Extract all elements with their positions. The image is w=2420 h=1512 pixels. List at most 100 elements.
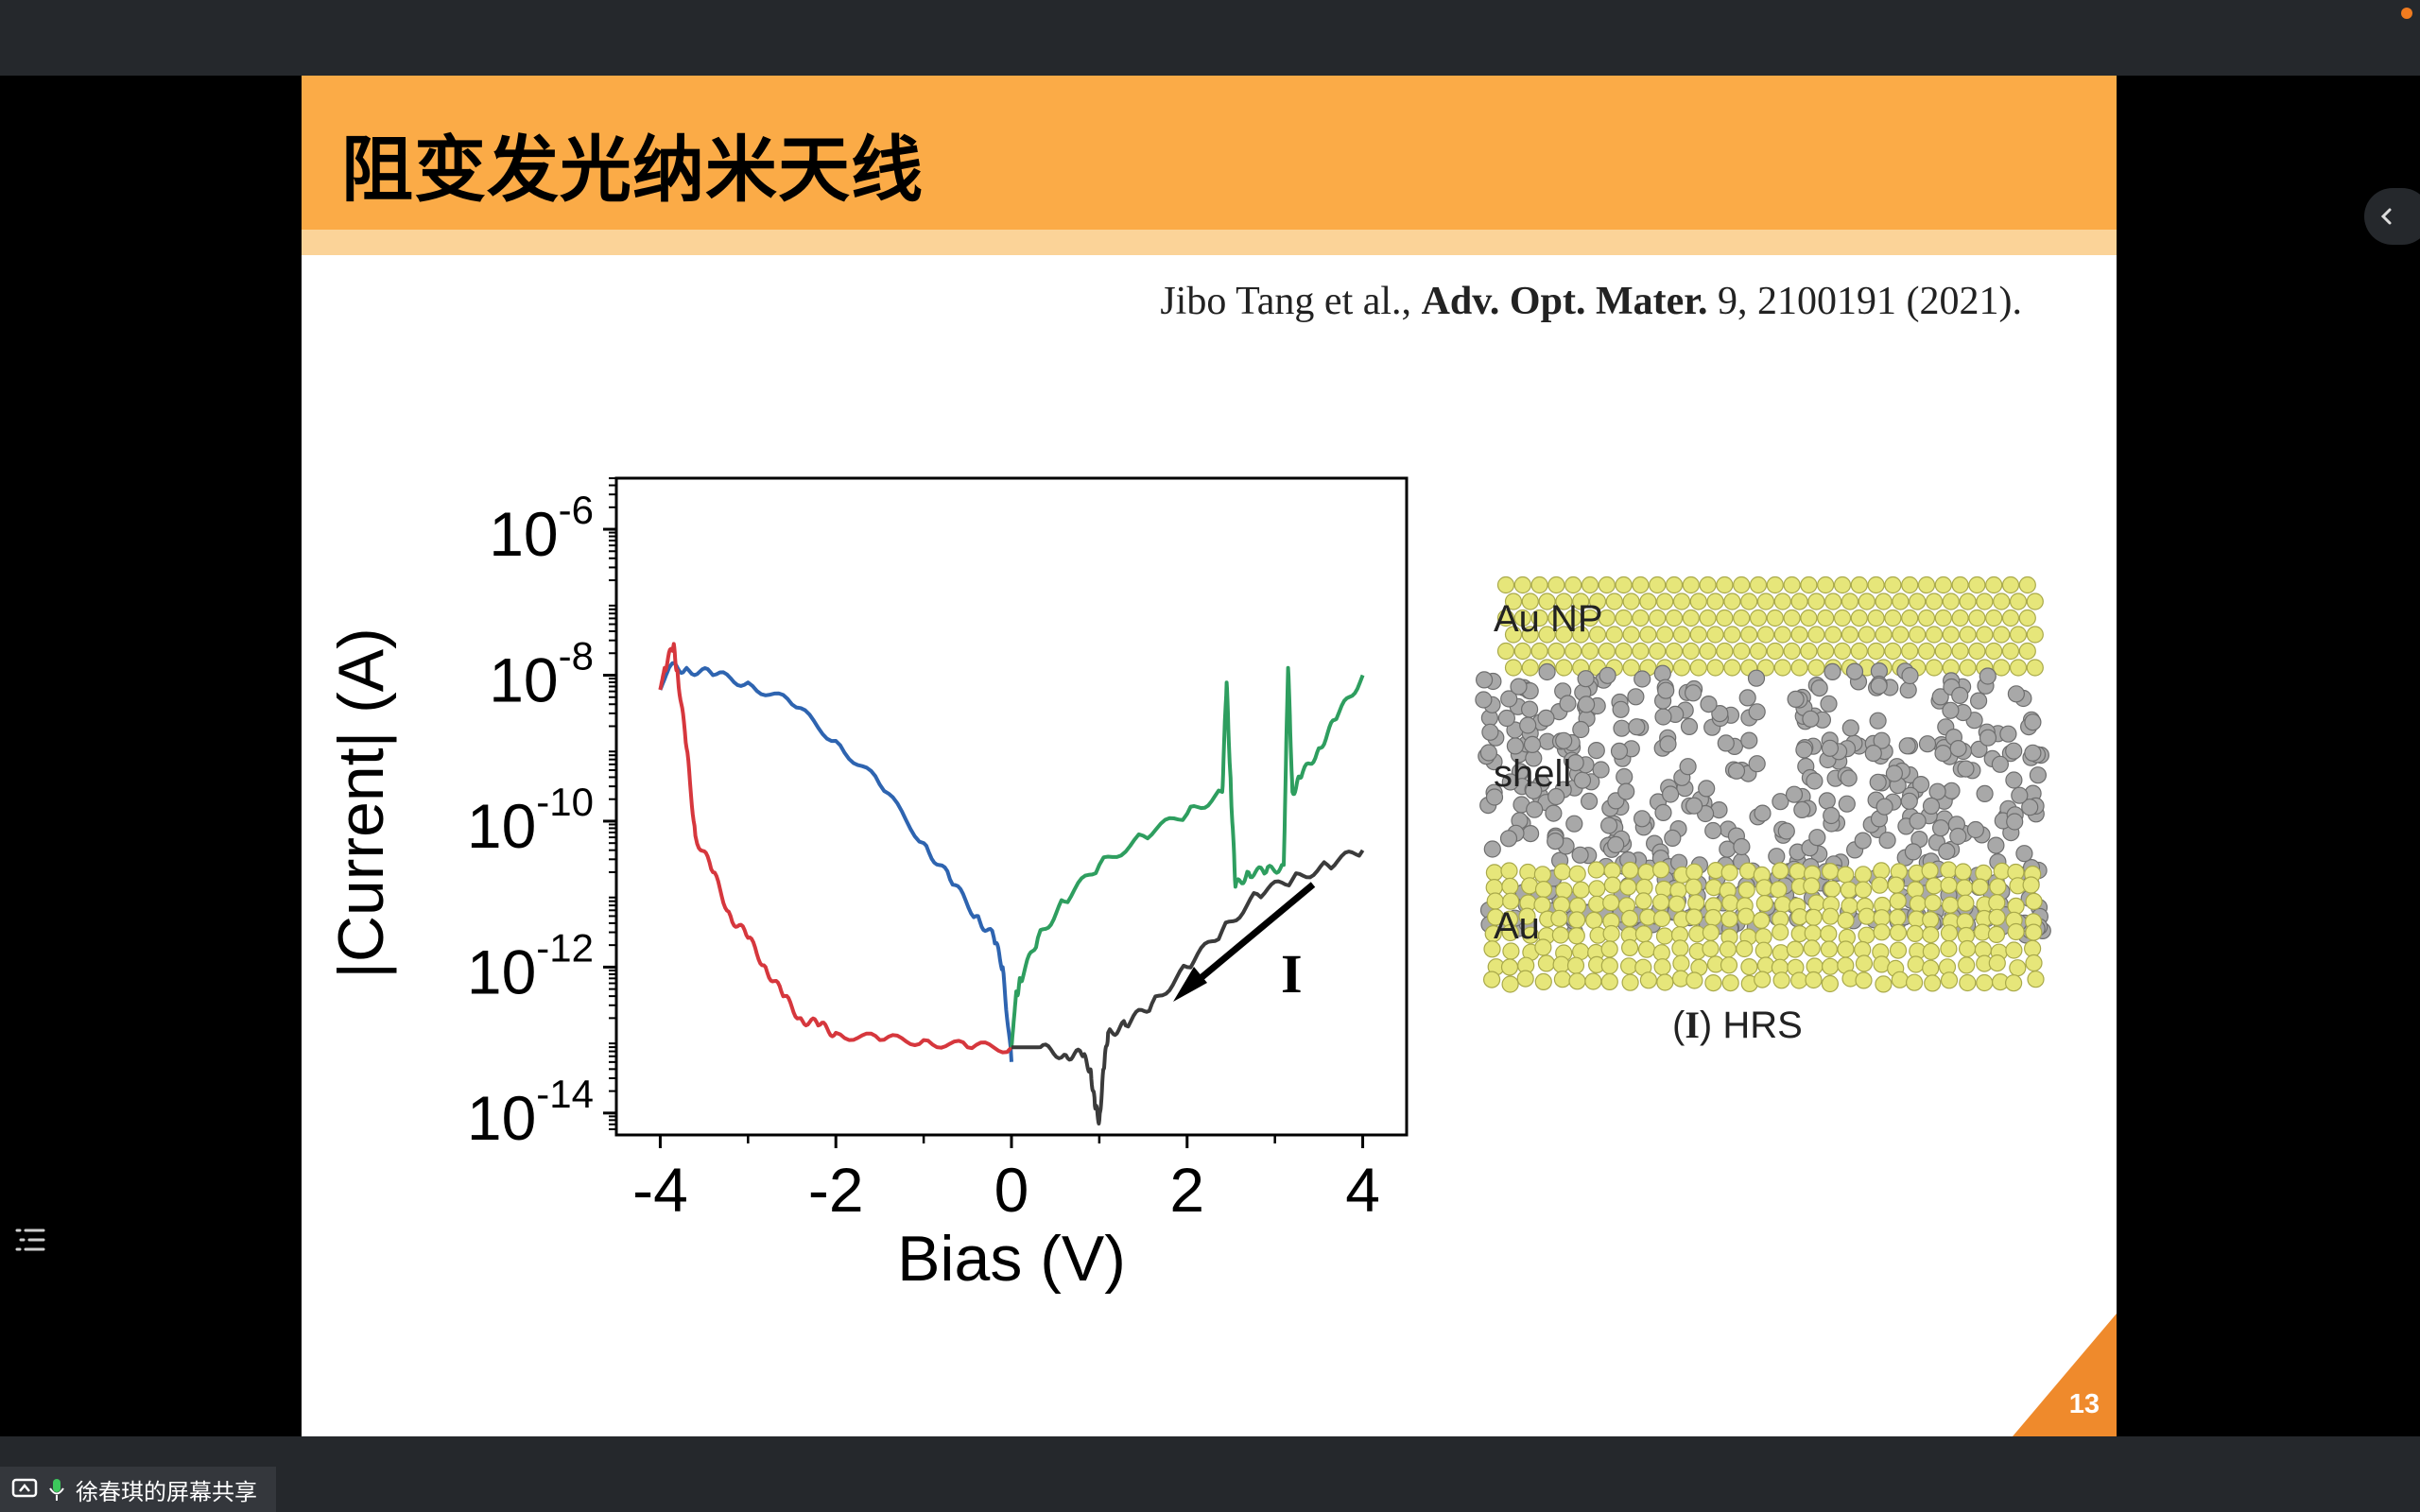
au-np-atom xyxy=(1817,609,1835,627)
shell-atom xyxy=(1787,690,1805,709)
au-np-atom xyxy=(1564,576,1582,594)
au-np-atom xyxy=(1833,576,1852,594)
au-substrate-atom xyxy=(1772,944,1789,962)
shell-atom xyxy=(1949,739,1967,758)
au-np-atom xyxy=(1993,659,2011,677)
au-np-atom xyxy=(1925,659,1944,677)
recording-indicator xyxy=(2401,8,2412,19)
shell-atom xyxy=(1526,800,1544,818)
au-np-atom xyxy=(1766,642,1784,661)
shell-atom xyxy=(1599,816,1618,834)
au-substrate-atom xyxy=(1940,924,1959,942)
au-substrate-atom xyxy=(1786,940,1805,958)
au-np-atom xyxy=(1968,576,1986,594)
au-np-atom xyxy=(1917,576,1936,594)
chevron-left-icon xyxy=(2380,208,2392,225)
au-substrate-atom xyxy=(2007,897,2025,916)
au-np-atom xyxy=(1496,642,1515,661)
au-substrate-atom xyxy=(1737,907,1755,925)
au-substrate-atom xyxy=(1987,925,2006,944)
au-substrate-atom xyxy=(1906,924,1925,943)
collapse-panel-button[interactable] xyxy=(2364,188,2420,245)
au-substrate-atom xyxy=(1587,861,1605,879)
shell-atom xyxy=(1870,677,1888,695)
au-np-atom xyxy=(1706,659,1724,677)
au-substrate-atom xyxy=(1907,881,1925,899)
au-np-atom xyxy=(1598,576,1616,594)
au-np-atom xyxy=(1934,576,1952,594)
shell-atom xyxy=(1599,666,1616,684)
shell-atom xyxy=(1500,690,1518,708)
au-substrate-atom xyxy=(1875,975,1893,993)
au-np-atom xyxy=(1985,609,2003,627)
shell-atom xyxy=(1901,666,1919,685)
shell-atom xyxy=(1664,829,1682,848)
shell-atom xyxy=(1979,729,1997,747)
au-np-atom xyxy=(1756,626,1775,644)
au-np-atom xyxy=(1665,576,1684,594)
au-substrate-atom xyxy=(1772,971,1790,989)
au-substrate-atom xyxy=(1566,956,1585,974)
au-np-atom xyxy=(1588,626,1607,644)
au-np-atom xyxy=(1615,642,1633,661)
shell-atom xyxy=(1653,664,1671,682)
shell-atom xyxy=(1922,797,1941,816)
atomic-simulation: Au NP shell Au (I) HRS xyxy=(1475,576,2051,1046)
au-np-atom xyxy=(1773,659,1791,677)
au-np-atom xyxy=(1740,593,1758,610)
au-substrate-atom xyxy=(1555,882,1573,900)
screen-share-indicator[interactable]: 徐春琪的屏幕共享 xyxy=(0,1467,276,1512)
x-tick-label: 2 xyxy=(1169,1155,1204,1225)
y-tick-label: 10-6 xyxy=(489,488,594,569)
au-substrate-atom xyxy=(1773,895,1792,914)
citation-journal: Adv. Opt. Mater. xyxy=(1421,280,1708,323)
au-np-atom xyxy=(1538,626,1556,644)
au-substrate-atom xyxy=(1637,863,1655,882)
au-substrate-atom xyxy=(1533,866,1552,884)
au-np-atom xyxy=(1706,626,1724,644)
au-np-atom xyxy=(1547,642,1565,661)
shell-atom xyxy=(1523,735,1542,754)
au-np-atom xyxy=(1968,642,1986,661)
shell-atom xyxy=(1628,718,1646,736)
au-np-atom xyxy=(1699,576,1717,594)
au-np-atom xyxy=(1968,609,1986,627)
au-np-atom xyxy=(1723,626,1741,644)
au-substrate-atom xyxy=(2007,922,2025,941)
au-np-atom xyxy=(1749,609,1768,627)
au-np-atom xyxy=(1951,576,1969,594)
shell-atom xyxy=(1802,710,1820,728)
au-np-atom xyxy=(2018,642,2036,661)
au-substrate-atom xyxy=(1603,862,1621,880)
y-tick-label: 10-14 xyxy=(467,1072,594,1153)
au-np-atom xyxy=(1985,642,2003,661)
au-np-atom xyxy=(1622,593,1640,610)
au-substrate-atom xyxy=(1855,954,1874,972)
shell-atom xyxy=(1580,792,1599,811)
shell-atom xyxy=(1481,723,1499,741)
au-substrate-atom xyxy=(1772,923,1789,941)
shell-atom xyxy=(1934,744,1952,763)
au-substrate-atom xyxy=(1653,958,1671,976)
au-np-atom xyxy=(1622,626,1640,644)
shell-atom xyxy=(1573,771,1592,789)
shell-atom xyxy=(1957,760,1975,778)
au-np-atom xyxy=(1867,609,1885,627)
outline-list-icon[interactable] xyxy=(13,1224,47,1262)
au-np-atom xyxy=(1850,609,1868,627)
shell-atom xyxy=(1838,795,1856,813)
au-substrate-atom xyxy=(1924,894,1942,912)
au-substrate-atom xyxy=(1805,908,1823,926)
au-np-atom xyxy=(1672,626,1691,644)
au-substrate-atom xyxy=(1600,940,1618,958)
au-np-atom xyxy=(2009,659,2028,677)
au-substrate-atom xyxy=(1988,894,2006,912)
au-substrate-atom xyxy=(1553,863,1571,881)
au-substrate-atom xyxy=(1789,862,1806,881)
au-substrate-atom xyxy=(1837,940,1855,958)
au-np-atom xyxy=(1909,593,1927,610)
annotation-label: I xyxy=(1281,943,1303,1005)
page-corner-triangle xyxy=(2013,1314,2117,1436)
title-band xyxy=(302,76,2117,230)
au-np-atom xyxy=(1656,626,1674,644)
